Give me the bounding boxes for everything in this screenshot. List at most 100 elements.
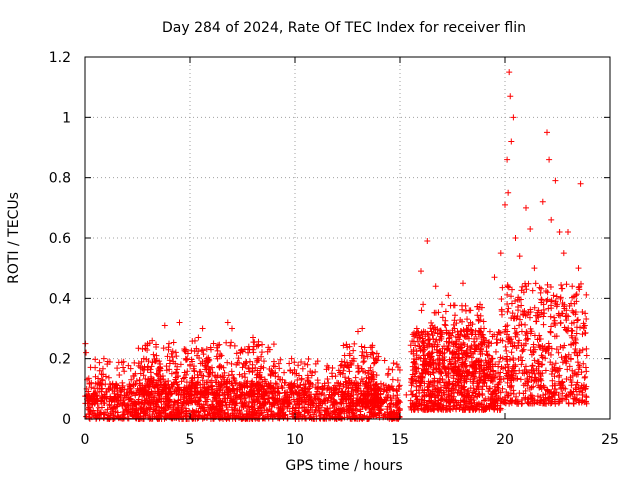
data-point xyxy=(237,396,244,403)
data-point xyxy=(508,349,515,356)
data-point xyxy=(573,349,580,356)
data-point xyxy=(100,355,107,362)
data-point xyxy=(326,391,333,398)
data-point xyxy=(427,356,434,363)
data-point xyxy=(197,360,204,367)
data-point xyxy=(168,350,175,357)
data-point xyxy=(133,377,140,384)
data-point xyxy=(450,302,457,309)
data-point xyxy=(350,355,357,362)
data-point xyxy=(132,400,139,407)
data-point xyxy=(474,312,481,319)
data-point xyxy=(579,331,586,338)
data-point xyxy=(456,343,463,350)
data-point xyxy=(419,331,426,338)
data-point xyxy=(555,349,562,356)
data-point xyxy=(295,390,302,397)
data-point xyxy=(435,368,442,375)
data-point xyxy=(528,384,535,391)
data-point xyxy=(251,391,258,398)
data-point xyxy=(137,370,144,377)
data-point xyxy=(431,394,438,401)
data-point xyxy=(390,393,397,400)
data-point xyxy=(182,413,189,420)
data-point xyxy=(337,371,344,378)
data-point xyxy=(303,396,310,403)
data-point xyxy=(481,325,487,332)
data-point xyxy=(492,390,499,397)
data-point xyxy=(194,379,201,386)
data-point xyxy=(397,406,403,413)
data-point xyxy=(556,382,563,389)
data-point xyxy=(262,391,269,398)
data-point xyxy=(183,400,190,407)
data-point xyxy=(468,343,475,350)
data-point xyxy=(458,328,465,335)
data-point xyxy=(224,406,231,413)
data-point xyxy=(522,340,529,347)
data-point xyxy=(255,407,262,414)
data-point xyxy=(550,292,557,299)
data-point xyxy=(429,383,436,390)
data-point xyxy=(209,403,216,410)
data-point xyxy=(441,321,448,328)
data-point xyxy=(441,354,448,361)
x-axis-label: GPS time / hours xyxy=(285,458,402,474)
data-point xyxy=(517,354,524,361)
data-point xyxy=(450,384,457,391)
data-point xyxy=(161,378,168,385)
data-point xyxy=(491,403,498,410)
data-point xyxy=(136,391,143,398)
data-point xyxy=(580,323,587,330)
data-point xyxy=(452,312,459,319)
data-point xyxy=(548,305,555,312)
data-point xyxy=(582,386,589,393)
data-point xyxy=(495,328,502,335)
data-point xyxy=(372,410,379,417)
x-tick-labels: 0 5 10 15 20 25 xyxy=(81,432,619,448)
data-point xyxy=(389,366,396,373)
data-point xyxy=(369,406,376,413)
data-point xyxy=(568,342,575,349)
data-point xyxy=(548,323,555,330)
data-point xyxy=(564,366,571,373)
data-point xyxy=(209,409,216,416)
data-point xyxy=(475,400,482,407)
y-tick-label: 0 xyxy=(62,412,71,428)
data-point xyxy=(551,380,558,387)
data-point xyxy=(462,358,469,365)
data-point xyxy=(195,389,202,396)
data-point xyxy=(511,315,518,322)
data-point xyxy=(127,365,134,372)
data-point xyxy=(439,345,446,352)
data-point xyxy=(467,346,474,353)
data-point xyxy=(173,369,180,376)
data-point xyxy=(138,358,145,365)
data-point xyxy=(291,359,298,366)
data-point xyxy=(459,356,466,363)
data-point xyxy=(538,361,545,368)
data-point xyxy=(305,355,312,362)
data-point xyxy=(94,400,101,407)
data-point xyxy=(142,345,149,352)
data-point xyxy=(505,305,512,312)
data-point xyxy=(552,298,559,305)
data-point xyxy=(292,370,298,377)
data-point xyxy=(454,357,461,364)
data-point xyxy=(224,389,231,396)
data-point xyxy=(83,413,90,420)
data-point xyxy=(166,398,173,405)
data-point xyxy=(369,371,376,378)
data-point xyxy=(512,297,519,304)
data-point xyxy=(153,352,160,359)
data-point xyxy=(338,388,345,395)
data-point xyxy=(176,319,183,326)
data-point xyxy=(170,405,177,412)
data-point xyxy=(302,388,309,395)
data-point xyxy=(140,408,147,415)
data-point xyxy=(261,376,268,383)
data-point xyxy=(365,374,372,381)
data-point xyxy=(98,397,105,404)
data-point xyxy=(416,400,423,407)
data-point xyxy=(185,388,192,395)
